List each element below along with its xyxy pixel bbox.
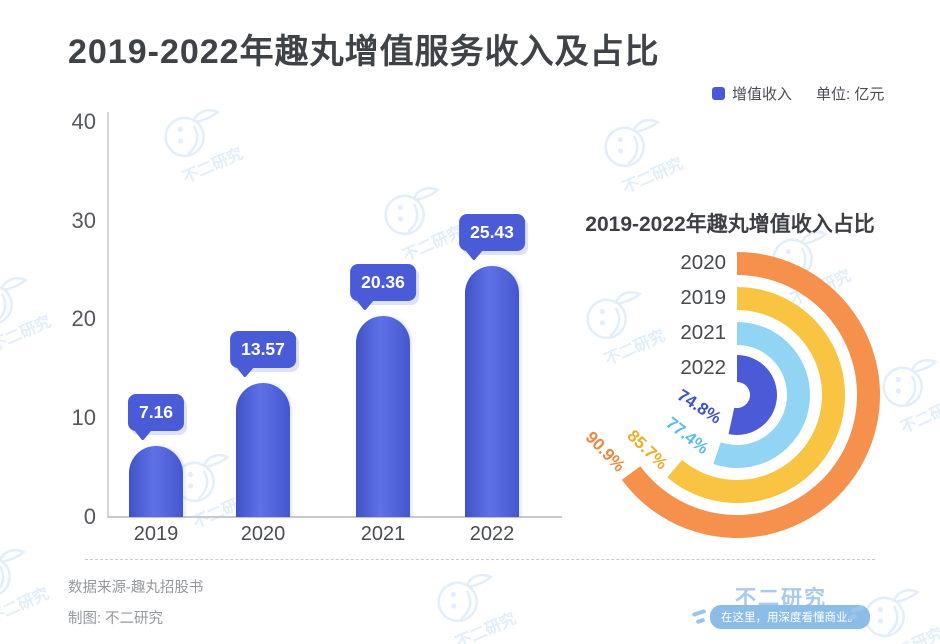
y-axis-tick-label: 10 xyxy=(71,405,96,431)
bar-2020 xyxy=(236,382,290,517)
page-title: 2019-2022年趣丸增值服务收入及占比 xyxy=(68,33,660,71)
ring-2019 xyxy=(667,287,846,503)
brand-logo-text: 不二研究 xyxy=(735,587,827,610)
value-bubble-2022: 25.43 xyxy=(459,213,525,251)
x-axis-tick-label: 2021 xyxy=(360,523,406,545)
radial-rings xyxy=(621,252,881,538)
bar-2021 xyxy=(356,315,410,517)
x-axis-tick-label: 2022 xyxy=(469,523,515,545)
legend-label: 增值收入 xyxy=(732,86,793,103)
credit-note: 制图: 不二研究 xyxy=(68,611,164,627)
y-axis-tick-label: 0 xyxy=(83,504,96,529)
y-axis-tick-label: 40 xyxy=(71,108,96,134)
ring-year-label-2022: 2022 xyxy=(680,355,726,379)
value-bubble-2019: 7.16 xyxy=(127,394,185,432)
x-axis-tick-label: 2019 xyxy=(133,523,179,545)
legend-swatch-icon xyxy=(712,87,725,100)
data-source-note: 数据来源-趣丸招股书 xyxy=(68,580,204,596)
x-axis-line xyxy=(107,516,562,518)
ring-2022 xyxy=(728,355,778,435)
ring-year-label-2020: 2020 xyxy=(680,250,726,274)
value-bubble-2021: 20.36 xyxy=(350,263,416,301)
unit-label: 单位: 亿元 xyxy=(816,86,885,103)
brand-slogan-badge: 在这里，用深度看懂商业。 xyxy=(710,605,870,629)
ring-year-label-2019: 2019 xyxy=(680,285,726,309)
y-axis-tick-label: 30 xyxy=(71,207,96,233)
y-axis-tick-label: 20 xyxy=(71,306,96,332)
bar-2019 xyxy=(129,446,183,517)
value-bubble-2020: 13.57 xyxy=(230,330,296,368)
radial-chart-title: 2019-2022年趣丸增值收入占比 xyxy=(585,213,875,236)
footer-divider xyxy=(85,559,875,560)
ring-year-label-2021: 2021 xyxy=(680,320,726,344)
legend: 增值收入 单位: 亿元 xyxy=(712,83,884,104)
x-axis-tick-label: 2020 xyxy=(240,523,286,545)
bar-2022 xyxy=(465,265,519,517)
ring-2021 xyxy=(713,322,810,468)
y-axis-line xyxy=(107,112,109,517)
